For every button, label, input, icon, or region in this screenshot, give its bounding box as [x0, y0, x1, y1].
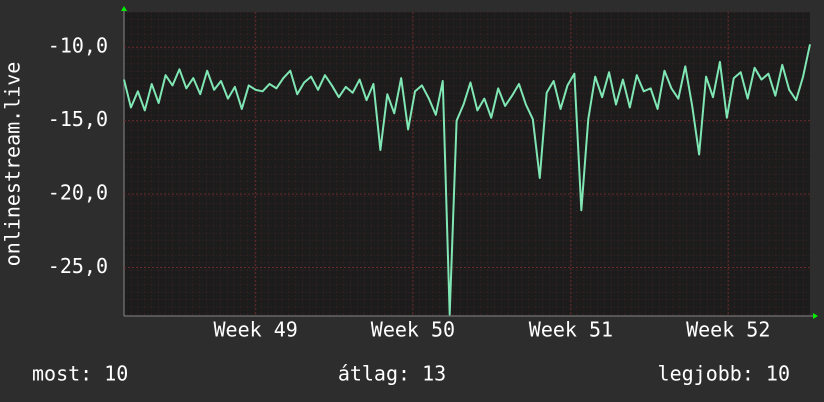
axis-arrow: [813, 313, 818, 319]
stat-average: átlag: 13: [338, 362, 446, 386]
y-axis-title: onlinestream.live: [1, 62, 25, 267]
minor-grid: [124, 12, 810, 316]
x-tick-label: Week 52: [686, 318, 770, 342]
x-tick-label: Week 51: [529, 318, 613, 342]
stat-current: most: 10: [32, 362, 128, 386]
x-tick-label: Week 50: [371, 318, 455, 342]
axis-arrow: [121, 6, 127, 11]
data-line: [123, 44, 811, 316]
stat-best: legjobb: 10: [658, 362, 790, 386]
y-tick-label: -25,0: [48, 254, 108, 278]
y-tick-label: -20,0: [48, 181, 108, 205]
y-tick-label: -15,0: [48, 107, 108, 131]
y-tick-label: -10,0: [48, 34, 108, 58]
x-tick-label: Week 49: [214, 318, 298, 342]
